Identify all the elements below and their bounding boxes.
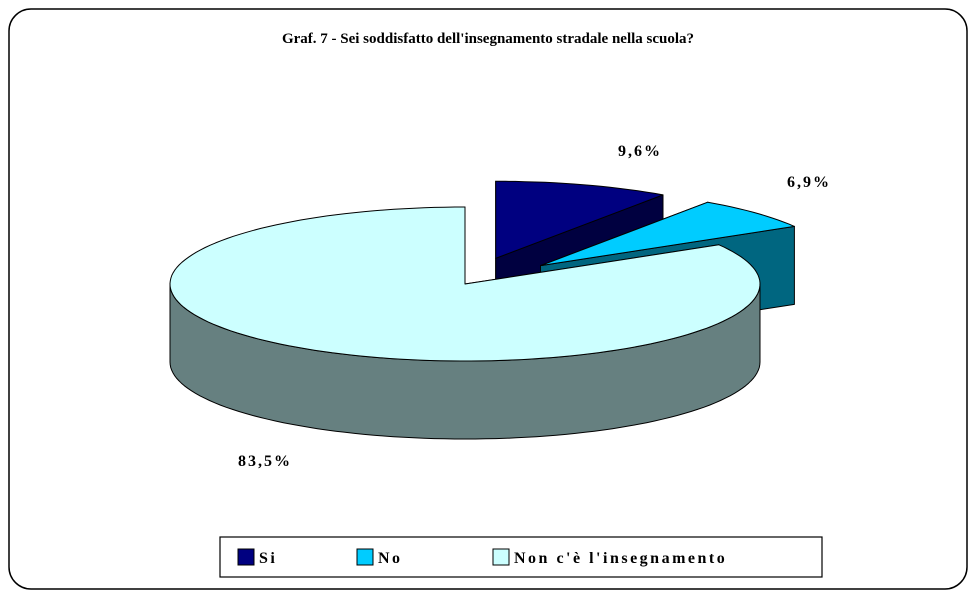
legend-swatch [237, 548, 255, 566]
legend-swatch [356, 548, 374, 566]
data-label: 9,6% [618, 143, 662, 160]
slice [540, 201, 795, 267]
chart-title: Graf. 7 - Sei soddisfatto dell'insegname… [282, 31, 694, 47]
data-label: 83,5% [238, 453, 292, 470]
legend-box [219, 536, 823, 578]
data-label: 6,9% [787, 174, 831, 191]
legend-swatch [492, 548, 510, 566]
legend-label: No [378, 550, 403, 567]
slice [495, 180, 664, 259]
legend-label: Non c'è l'insegnamento [514, 550, 727, 567]
legend-label: Si [259, 550, 277, 567]
slice [169, 206, 761, 362]
